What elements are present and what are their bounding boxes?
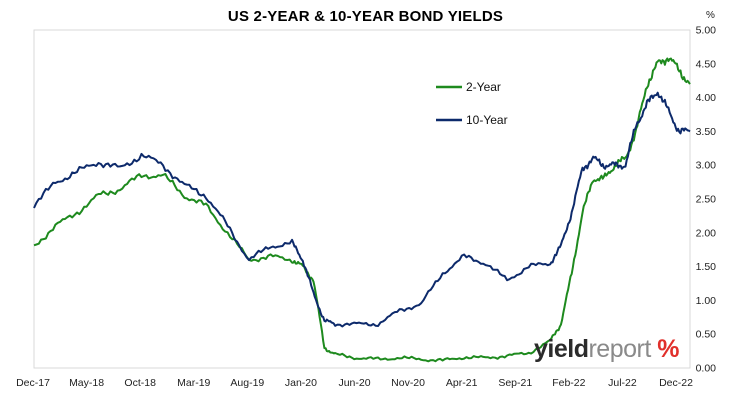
logo-text-report: report <box>588 335 651 363</box>
x-tick-label: Feb-22 <box>552 377 585 389</box>
x-tick-label: Dec-22 <box>659 377 693 389</box>
x-tick-label: May-18 <box>69 377 104 389</box>
x-tick-label: Jan-20 <box>285 377 317 389</box>
x-tick-label: Apr-21 <box>446 377 478 389</box>
x-tick-label: Jun-20 <box>338 377 370 389</box>
series-line-10-year <box>33 91 691 328</box>
yieldreport-logo: yieldreport % <box>534 335 679 363</box>
legend-label-10-year: 10-Year <box>466 113 508 127</box>
legend: 2-Year 10-Year <box>436 80 508 127</box>
x-tick-label: Dec-17 <box>16 377 50 389</box>
chart-title: US 2-YEAR & 10-YEAR BOND YIELDS <box>227 8 504 25</box>
series-lines <box>33 57 691 363</box>
y-tick-label: 5.00 <box>696 25 717 37</box>
y-tick-label: 1.00 <box>696 295 717 307</box>
logo-text-yield: yield <box>534 335 589 363</box>
x-tick-label: Aug-19 <box>230 377 264 389</box>
y-tick-label: 4.50 <box>696 58 717 70</box>
y-tick-label: 0.50 <box>696 329 717 341</box>
x-tick-label: Oct-18 <box>124 377 156 389</box>
y-tick-label: 2.00 <box>696 227 717 239</box>
y-tick-label: 3.50 <box>696 126 717 138</box>
y-axis-ticks: 0.00 0.50 1.00 1.50 2.00 2.50 3.00 3.50 4.00 4.50… <box>696 25 717 375</box>
x-tick-label: Nov-20 <box>391 377 425 389</box>
x-tick-label: Jul-22 <box>608 377 637 389</box>
y-tick-label: 2.50 <box>696 194 717 206</box>
legend-label-2-year: 2-Year <box>466 80 501 94</box>
series-line-2-year <box>33 57 691 363</box>
y-axis-unit: % <box>706 10 715 21</box>
x-tick-label: Mar-19 <box>177 377 210 389</box>
logo-percent: % <box>650 335 679 363</box>
y-tick-label: 4.00 <box>696 92 717 104</box>
y-tick-label: 3.00 <box>696 160 717 172</box>
y-tick-label: 0.00 <box>696 363 717 375</box>
x-tick-label: Sep-21 <box>498 377 532 389</box>
plot-area <box>33 29 691 369</box>
y-tick-label: 1.50 <box>696 261 717 273</box>
x-axis-ticks: Dec-17 May-18 Oct-18 Mar-19 Aug-19 Jan-20 Jun-… <box>16 377 693 389</box>
